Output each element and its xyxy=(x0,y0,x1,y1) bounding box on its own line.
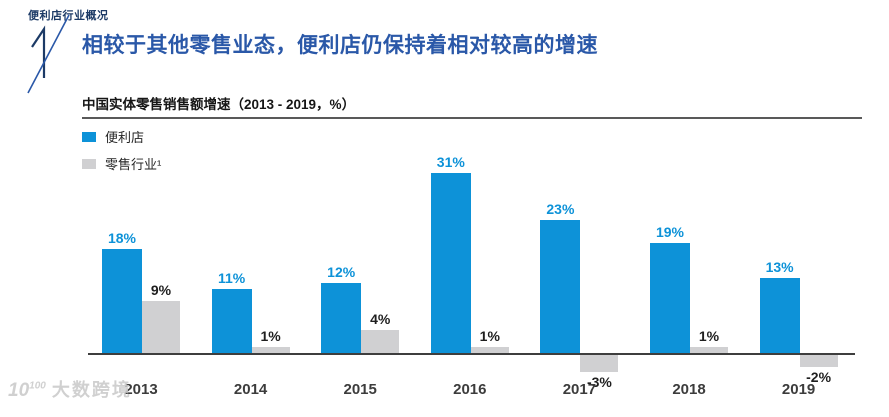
legend-label-convenience-store: 便利店 xyxy=(105,130,145,145)
x-tick-2017: 2017 xyxy=(562,381,597,398)
retail-industry-value-2018: 1% xyxy=(698,328,720,345)
retail-industry-bar-2013 xyxy=(142,300,180,353)
watermark: 10100 大数跨境 xyxy=(8,376,132,402)
x-tick-2019: 2019 xyxy=(781,381,816,398)
x-axis-line xyxy=(88,353,855,355)
convenience-store-bar-2016 xyxy=(430,173,471,353)
section-number-mark xyxy=(27,14,70,94)
retail-industry-bar-2018 xyxy=(690,347,728,353)
x-tick-2014: 2014 xyxy=(233,381,268,398)
retail-industry-bar-2019 xyxy=(799,355,838,367)
convenience-store-value-2018: 19% xyxy=(655,223,685,240)
retail-industry-value-2015: 4% xyxy=(370,310,391,327)
convenience-store-value-2019: 13% xyxy=(765,258,794,275)
convenience-store-value-2014: 11% xyxy=(217,270,246,287)
page-title: 相较于其他零售业态，便利店仍保持着相对较高的增速 xyxy=(82,34,598,57)
convenience-store-bar-2014 xyxy=(211,289,252,353)
x-tick-2016: 2016 xyxy=(453,381,487,398)
convenience-store-value-2013: 18% xyxy=(107,229,137,246)
convenience-store-value-2016: 31% xyxy=(436,154,465,171)
retail-industry-bar-2015 xyxy=(361,329,400,353)
x-tick-2013: 2013 xyxy=(124,381,158,398)
legend-item-convenience-store: 便利店 xyxy=(82,128,161,145)
watermark-text: 大数跨境 xyxy=(51,380,132,400)
convenience-store-bar-2018 xyxy=(650,242,690,353)
convenience-store-bar-2017 xyxy=(540,219,581,353)
retail-industry-value-2014: 1% xyxy=(260,328,281,345)
chart-title-rule xyxy=(82,117,862,119)
retail-industry-bar-2016 xyxy=(470,347,509,353)
retail-industry-value-2019: -2% xyxy=(806,368,832,385)
chart-title: 中国实体零售销售额增速（2013 - 2019，%） xyxy=(82,97,356,112)
chart-legend: 便利店 零售行业¹ xyxy=(82,128,161,182)
retail-industry-value-2016: 1% xyxy=(479,328,500,345)
legend-item-retail-industry: 零售行业¹ xyxy=(82,155,161,172)
convenience-store-bar-2015 xyxy=(321,283,362,353)
legend-label-retail-industry: 零售行业¹ xyxy=(105,157,162,172)
retail-industry-value-2013: 9% xyxy=(150,281,172,298)
retail-industry-bar-2014 xyxy=(251,347,290,353)
retail-industry-value-2017: -3% xyxy=(586,374,612,391)
watermark-logo: 10100 xyxy=(8,380,46,401)
convenience-store-value-2017: 23% xyxy=(546,200,575,217)
convenience-store-value-2015: 12% xyxy=(327,264,356,281)
legend-swatch-retail-industry xyxy=(82,158,96,169)
retail-industry-bar-2017 xyxy=(580,355,619,373)
x-tick-2015: 2015 xyxy=(343,381,377,398)
convenience-store-bar-2019 xyxy=(759,277,800,353)
legend-swatch-convenience-store xyxy=(82,131,96,142)
x-tick-2018: 2018 xyxy=(672,381,706,398)
convenience-store-bar-2013 xyxy=(102,248,142,353)
